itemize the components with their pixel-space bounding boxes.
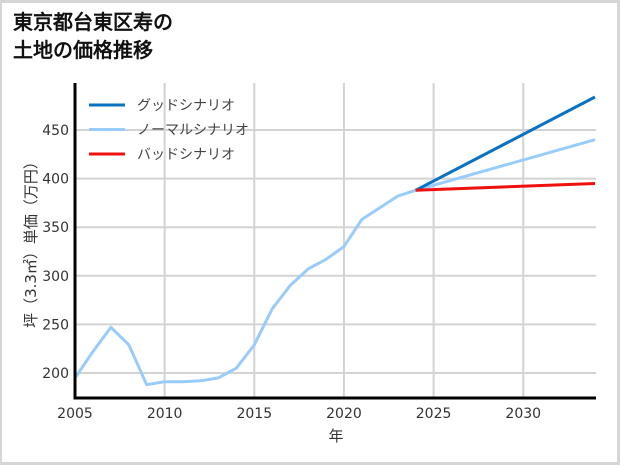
y-tick-label: 350 [42,220,69,236]
x-tick-label: 2020 [326,406,362,422]
x-tick-label: 2030 [505,406,541,422]
y-axis-label: 坪（3.3㎡）単価（万円） [22,154,40,328]
grid-lines [75,83,596,398]
y-tick-label: 450 [42,123,69,139]
series-line-2 [415,182,596,192]
x-axis-label: 年 [328,427,343,445]
chart-title-line1: 東京都台東区寿の [13,10,173,34]
y-tick-label: 200 [42,366,69,382]
y-tick-label: 250 [42,317,69,333]
axes [73,83,596,400]
data-series [73,95,596,387]
x-tick-label: 2005 [57,406,93,422]
legend-label: グッドシナリオ [137,98,235,114]
legend-label: バッドシナリオ [137,147,235,163]
x-tick-label: 2015 [236,406,272,422]
chart-title: 東京都台東区寿の 土地の価格推移 [13,8,173,64]
series-line-1 [73,138,596,387]
y-tick-label: 300 [42,269,69,285]
x-tick-label: 2010 [147,406,183,422]
x-tick-label: 2025 [416,406,452,422]
chart-title-line2: 土地の価格推移 [13,38,153,62]
y-tick-label: 400 [42,172,69,188]
tick-labels: 2005 2010 2015 2020 2025 2030 200 250 300 350 400 4… [42,123,541,422]
series-line-0 [415,95,596,192]
legend-label: ノーマルシナリオ [137,123,249,139]
